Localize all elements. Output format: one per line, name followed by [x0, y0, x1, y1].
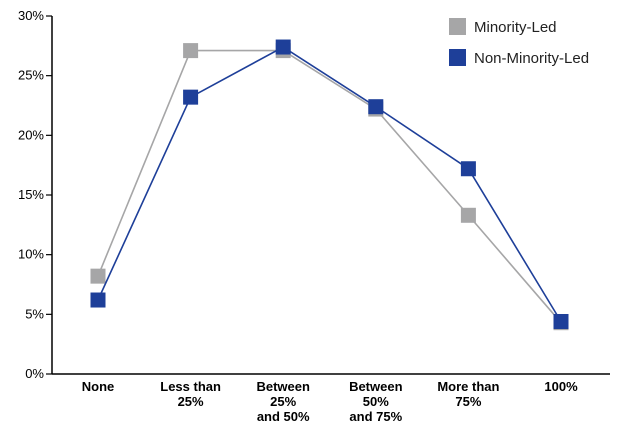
x-category-label-line: 25%	[270, 394, 296, 409]
x-category-label-line: 100%	[544, 379, 578, 394]
legend-label: Minority-Led	[474, 19, 557, 36]
x-category-label: 100%	[544, 379, 578, 394]
x-category-label: More than 75%	[437, 379, 499, 409]
axes	[51, 16, 610, 375]
data-point-marker	[90, 268, 106, 284]
data-point-marker	[553, 313, 569, 329]
x-category-label: Between 25% and 50%	[256, 379, 310, 424]
data-point-marker	[183, 43, 199, 59]
data-point-marker	[275, 39, 291, 55]
data-point-marker	[460, 207, 476, 223]
data-point-marker	[183, 89, 199, 105]
legend: Minority-Led Non-Minority-Led	[449, 18, 589, 67]
x-category-label-line: 50%	[363, 394, 389, 409]
x-category-label: Less than 25%	[160, 379, 221, 409]
legend-label: Non-Minority-Led	[474, 50, 589, 67]
legend-swatch	[449, 49, 466, 66]
series-line	[97, 46, 562, 322]
x-category-label-line: 25%	[178, 394, 204, 409]
x-category-label-line: Between	[256, 379, 310, 394]
x-category-label: Between 50% and 75%	[349, 379, 403, 424]
data-point-marker	[368, 99, 384, 115]
x-category-label: None	[82, 379, 115, 394]
y-tick-label: 0%	[25, 366, 44, 381]
x-category-label-line: Between	[349, 379, 403, 394]
x-category-label-line: 75%	[455, 394, 481, 409]
series-group	[90, 39, 569, 331]
y-tick-label: 15%	[18, 187, 44, 202]
x-category-label-line: and 50%	[257, 409, 310, 424]
y-tick-label: 30%	[18, 8, 44, 23]
y-tick-label: 5%	[25, 306, 44, 321]
data-point-marker	[460, 161, 476, 177]
x-category-label-line: More than	[437, 379, 499, 394]
legend-swatch	[449, 18, 466, 35]
x-category-label-line: Less than	[160, 379, 221, 394]
y-tick-label: 20%	[18, 127, 44, 142]
data-point-marker	[90, 292, 106, 308]
x-category-label-line: and 75%	[349, 409, 402, 424]
series-minority-led	[90, 43, 569, 331]
series-line	[97, 49, 562, 324]
y-tick-label: 10%	[18, 247, 44, 262]
y-tick-group: 0% 5% 10% 15% 20% 25% 30%	[18, 8, 52, 381]
x-category-label-line: None	[82, 379, 115, 394]
series-non-minority-led	[90, 39, 569, 329]
y-tick-label: 25%	[18, 68, 44, 83]
x-label-group: None Less than 25%Between 25% and 50%Between…	[82, 379, 578, 424]
